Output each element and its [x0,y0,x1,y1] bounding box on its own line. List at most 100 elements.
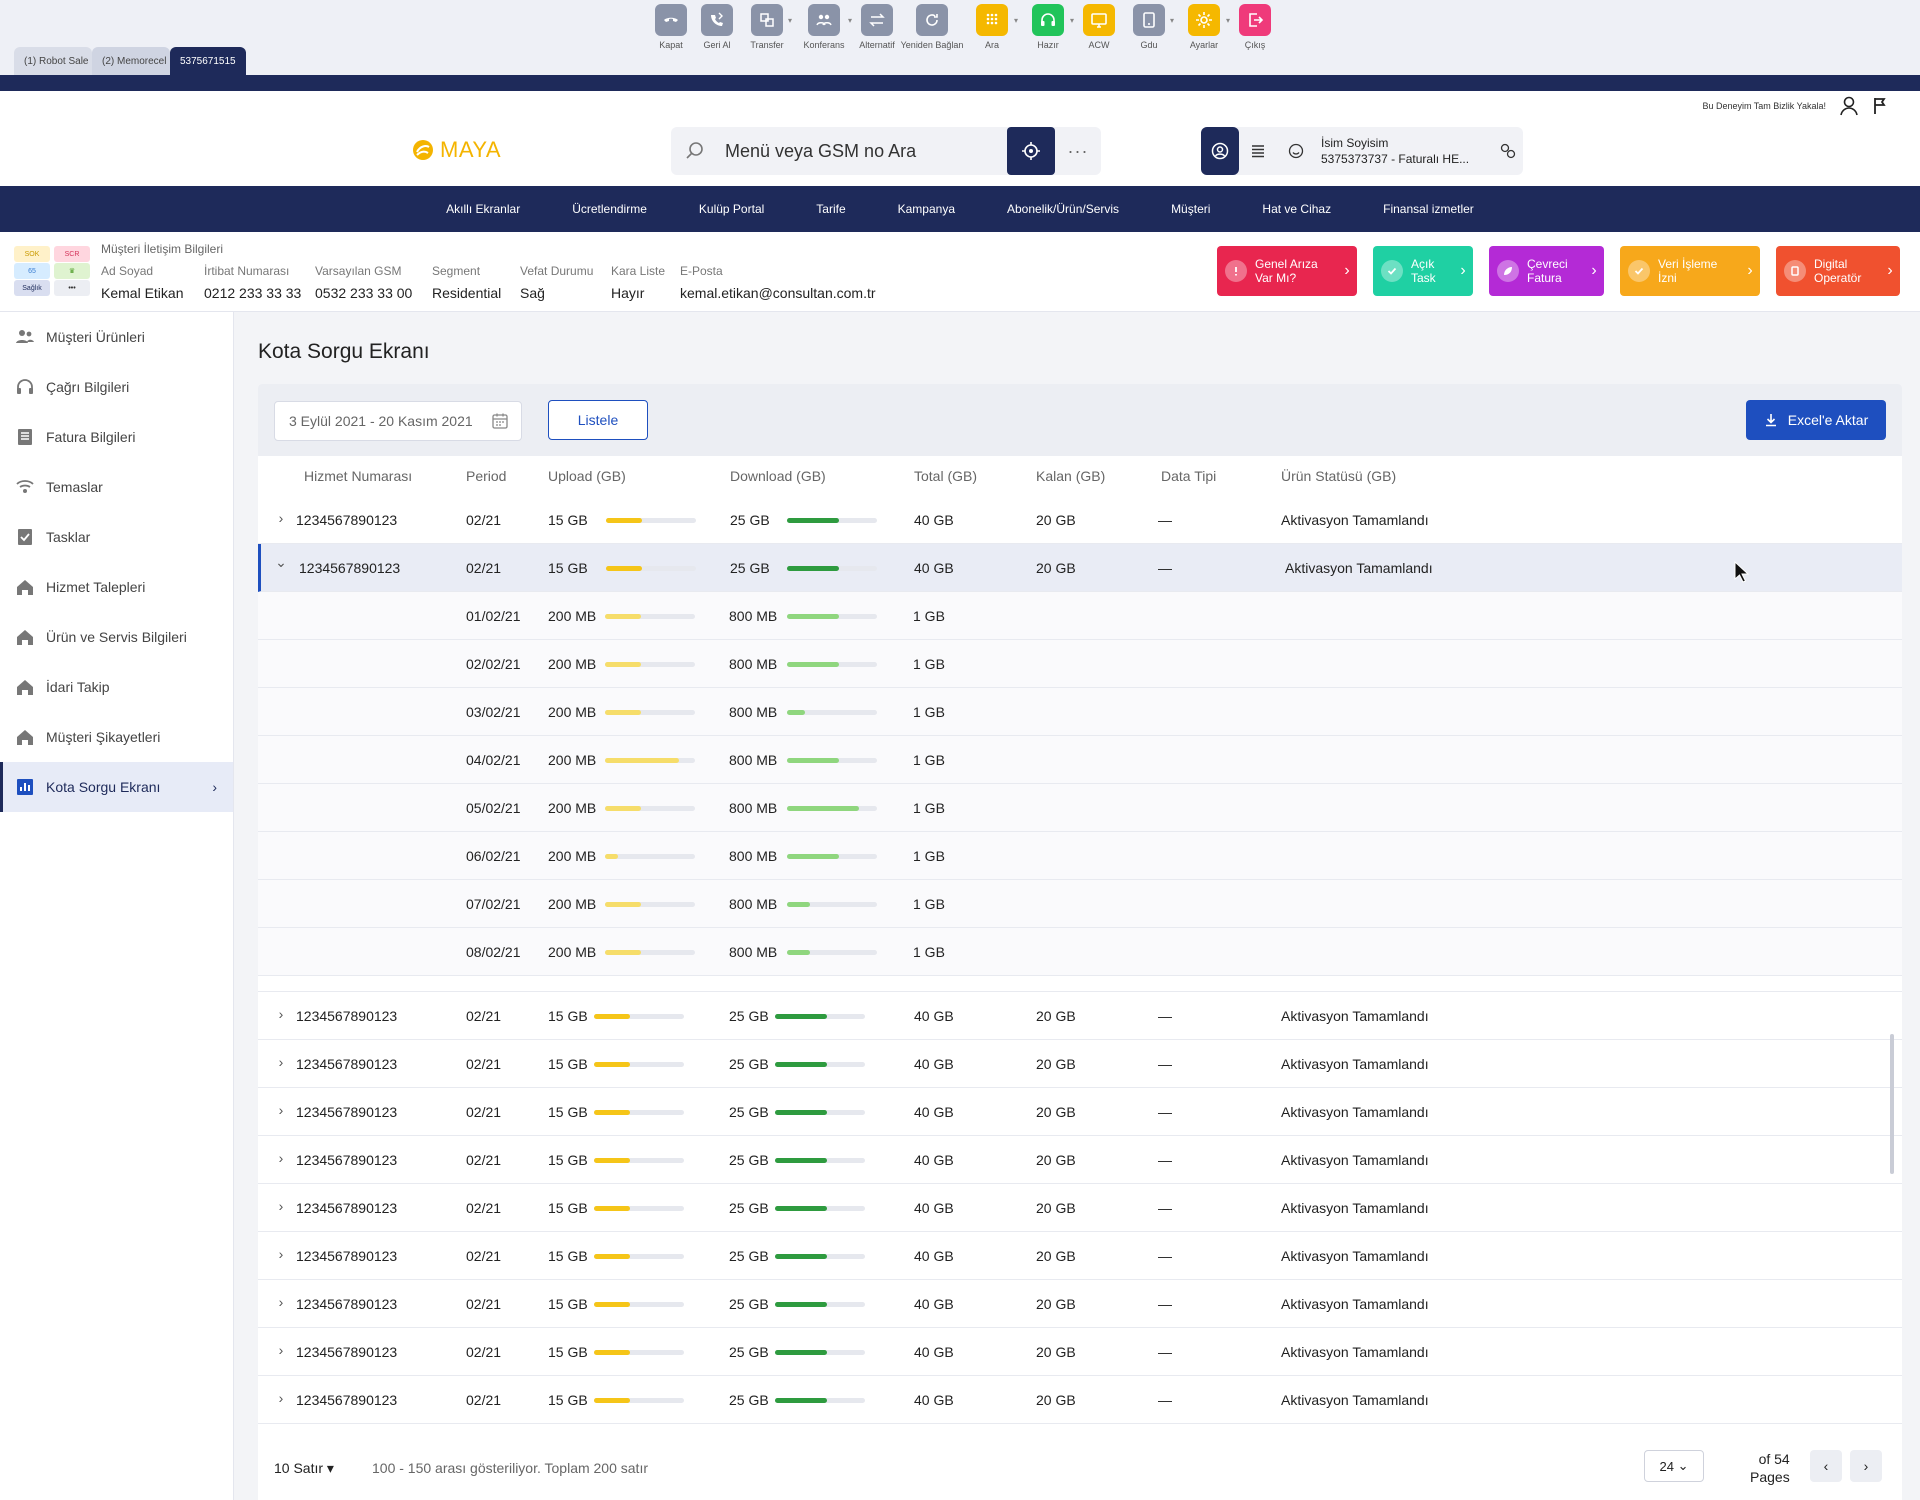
chevron-right-icon[interactable]: › [278,1150,284,1166]
table-row[interactable]: ⌄ 1234567890123 02/21 15 GB 25 GB 40 GB 20 GB —… [258,544,1902,592]
tool-logout[interactable]: Çıkış [1232,4,1278,54]
sidebar-item-9[interactable]: Kota Sorgu Ekranı › [0,762,233,812]
smile-icon[interactable] [1277,143,1315,159]
tool-phone-return[interactable]: Geri Al [694,4,740,54]
call-tab-2[interactable]: (2) Memorecel [92,47,170,75]
quick-action-button[interactable]: Veri İşleme İzni › [1620,246,1760,296]
tool-monitor[interactable]: ACW [1076,4,1122,54]
nav-item-4[interactable]: Kampanya [897,202,955,216]
list-button[interactable]: Listele [548,400,648,440]
quick-action-button[interactable]: Digital Operatör › [1776,246,1900,296]
table-row[interactable]: › 1234567890123 02/21 15 GB 25 GB 40 GB 20 GB —… [258,496,1902,544]
call-tab-1[interactable]: (1) Robot Sale [14,47,92,75]
column-header[interactable]: Kalan (GB) [1036,468,1106,484]
chevron-right-icon[interactable]: › [278,1294,284,1310]
bar-fill [775,1158,827,1163]
tool-reconnect[interactable]: Yeniden Bağlan [900,4,964,54]
sidebar-item-7[interactable]: İdari Takip [0,662,233,712]
chevron-right-icon[interactable]: › [278,1390,284,1406]
sidebar-item-4[interactable]: Tasklar [0,512,233,562]
more-button[interactable]: ··· [1067,140,1089,161]
export-excel-button[interactable]: Excel'e Aktar [1746,400,1886,440]
tool-phone-close[interactable]: Kapat [648,4,694,54]
sidebar-item-2[interactable]: Fatura Bilgileri [0,412,233,462]
column-header[interactable]: Hizmet Numarası [304,468,413,484]
logo[interactable]: MAYA [412,137,501,163]
chevron-right-icon[interactable]: › [278,1198,284,1214]
chevron-right-icon[interactable]: › [278,1006,284,1022]
nav-item-3[interactable]: Tarife [816,202,846,216]
nav-item-6[interactable]: Müşteri [1171,202,1211,216]
table-row[interactable]: › 1234567890123 02/21 15 GB 25 GB 40 GB 20 GB —… [258,1184,1902,1232]
call-tab-active[interactable]: 5375671515 [170,47,246,75]
nav-item-2[interactable]: Kulüp Portal [698,202,765,216]
tool-tablet[interactable]: Gdu ▾ [1122,4,1176,54]
flag-icon[interactable] [1870,95,1890,117]
badge-more[interactable]: ••• [54,280,90,296]
customer-badges[interactable]: SOK SCR 65 ♛ Sağlık ••• [14,246,90,296]
table-row[interactable]: › 1234567890123 02/21 15 GB 25 GB 40 GB 20 GB —… [258,1280,1902,1328]
chevron-right-icon[interactable]: › [278,1342,284,1358]
link-icon[interactable] [1493,142,1523,160]
sidebar-item-5[interactable]: Hizmet Talepleri [0,562,233,612]
sidebar-item-6[interactable]: Ürün ve Servis Bilgileri [0,612,233,662]
chevron-right-icon[interactable]: › [278,1246,284,1262]
sidebar-item-1[interactable]: Çağrı Bilgileri [0,362,233,412]
table-row[interactable]: › 1234567890123 02/21 15 GB 25 GB 40 GB 20 GB —… [258,1232,1902,1280]
table-row[interactable]: › 1234567890123 02/21 15 GB 25 GB 40 GB 20 GB —… [258,1088,1902,1136]
table-row[interactable]: › 1234567890123 02/21 15 GB 25 GB 40 GB 20 GB —… [258,992,1902,1040]
search-input[interactable]: Menü veya GSM no Ara [725,140,917,161]
page-select[interactable]: 24 ⌄ [1644,1450,1704,1482]
quick-action-button[interactable]: Çevreci Fatura › [1489,246,1604,296]
quick-action-button[interactable]: Genel Arıza Var Mı? › [1217,246,1357,296]
caret-down-icon[interactable]: ▾ [847,16,852,25]
sidebar-item-3[interactable]: Temaslar [0,462,233,512]
prev-page-button[interactable]: ‹ [1810,1450,1842,1482]
caret-down-icon[interactable]: ▾ [1013,16,1018,25]
column-header[interactable]: Download (GB) [730,468,826,484]
quick-action-button[interactable]: Açık Task › [1373,246,1473,296]
search-bar[interactable]: Menü veya GSM no Ara ··· [671,127,1101,175]
caret-down-icon[interactable]: ▾ [1225,16,1230,25]
table-row[interactable]: › 1234567890123 02/21 15 GB 25 GB 40 GB 20 GB —… [258,1328,1902,1376]
tool-gear[interactable]: Ayarlar ▾ [1176,4,1232,54]
chevron-down-icon[interactable]: ⌄ [275,554,287,570]
column-header[interactable]: Upload (GB) [548,468,626,484]
column-header[interactable]: Ürün Statüsü (GB) [1281,468,1397,484]
scrollbar[interactable] [1890,1034,1894,1174]
nav-item-8[interactable]: Finansal izmetler [1383,202,1474,216]
tool-dialpad[interactable]: Ara ▾ [964,4,1020,54]
caret-down-icon[interactable]: ▾ [787,16,792,25]
tool-headset[interactable]: Hazır ▾ [1020,4,1076,54]
next-page-button[interactable]: › [1850,1450,1882,1482]
profile-tab[interactable] [1201,127,1239,175]
sidebar-item-0[interactable]: Müşteri Ürünleri [0,312,233,362]
caret-down-icon[interactable]: ▾ [1169,16,1174,25]
promo-text[interactable]: Bu Deneyim Tam Bizlik Yakala! [1702,101,1826,111]
rows-per-page-select[interactable]: 10 Satır ▾ [274,1460,334,1477]
column-header[interactable]: Period [466,468,507,484]
tool-transfer[interactable]: Transfer ▾ [740,4,794,54]
column-header[interactable]: Data Tipi [1161,468,1217,484]
chevron-right-icon[interactable]: › [278,510,284,526]
user-box[interactable]: İsim Soyisim 5375373737 - Faturalı HE... [1201,127,1523,175]
table-row[interactable]: › 1234567890123 02/21 15 GB 25 GB 40 GB 20 GB —… [258,1136,1902,1184]
nav-item-1[interactable]: Ücretlendirme [572,202,647,216]
list-icon[interactable] [1239,143,1277,159]
nav-item-7[interactable]: Hat ve Cihaz [1262,202,1332,216]
sidebar-item-label: Müşteri Şikayetleri [46,729,161,745]
chevron-right-icon[interactable]: › [278,1102,284,1118]
target-button[interactable] [1007,127,1055,175]
column-header[interactable]: Total (GB) [914,468,978,484]
nav-item-5[interactable]: Abonelik/Ürün/Servis [1007,202,1120,216]
chevron-right-icon[interactable]: › [278,1054,284,1070]
caret-down-icon[interactable]: ▾ [1069,16,1074,25]
user-icon[interactable] [1838,95,1860,117]
date-range-picker[interactable]: 3 Eylül 2021 - 20 Kasım 2021 [274,401,522,441]
tool-conference[interactable]: Konferans ▾ [794,4,854,54]
tool-swap[interactable]: Alternatif [854,4,900,54]
sidebar-item-8[interactable]: Müşteri Şikayetleri [0,712,233,762]
table-row[interactable]: › 1234567890123 02/21 15 GB 25 GB 40 GB 20 GB —… [258,1376,1902,1424]
nav-item-0[interactable]: Akıllı Ekranlar [446,202,521,216]
table-row[interactable]: › 1234567890123 02/21 15 GB 25 GB 40 GB 20 GB —… [258,1040,1902,1088]
